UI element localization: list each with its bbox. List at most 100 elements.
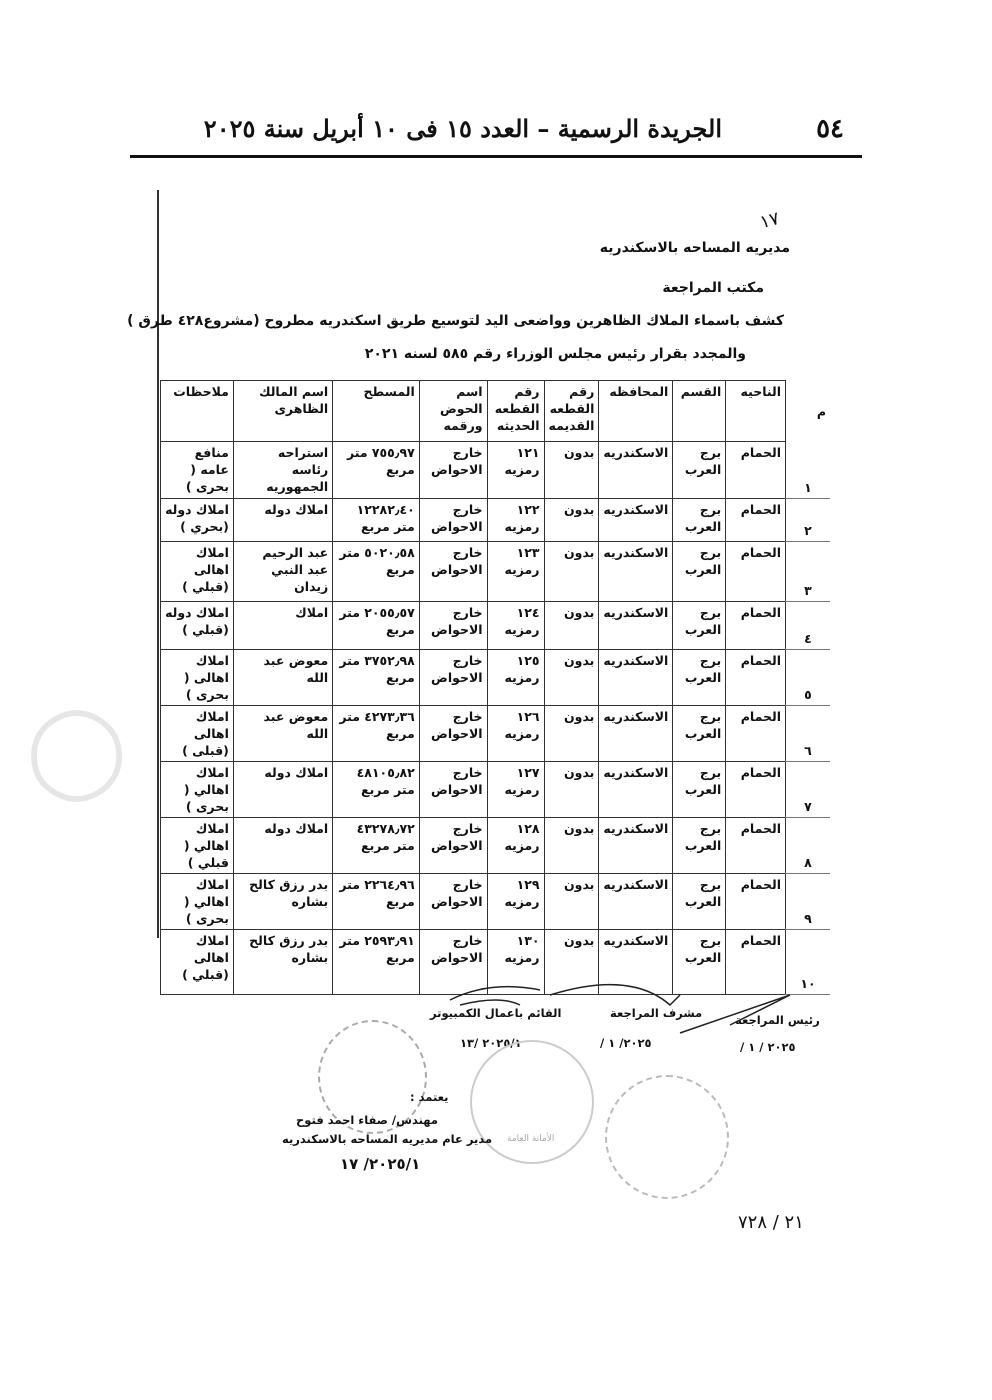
owners-table: م الناحيه القسم المحافظه رقم القطعه القديمه ر… xyxy=(160,380,830,995)
table-cell: الاسكندريه xyxy=(598,761,674,818)
table-cell: معوض عبد الله xyxy=(232,649,334,706)
table-cell: الحمام xyxy=(725,498,786,542)
table-cell: برج العرب xyxy=(672,705,727,762)
column-header: اسم الحوض ورقمه xyxy=(418,380,488,442)
table-cell: املاك اهالي ( بحرى ) xyxy=(160,873,234,930)
table-cell: بدون xyxy=(543,441,600,499)
table-cell: خارج الاحواض xyxy=(418,929,488,995)
table-cell: الاسكندريه xyxy=(598,873,674,930)
page-number: ٥٤ xyxy=(816,114,844,144)
dotted-stamp xyxy=(605,1075,729,1199)
table-cell: الاسكندريه xyxy=(598,705,674,762)
table-cell: ١ xyxy=(785,441,830,499)
table-cell: املاك دوله xyxy=(232,498,334,542)
table-cell: املاك اهالى (قبلى ) xyxy=(160,705,234,762)
table-cell: خارج الاحواض xyxy=(418,649,488,706)
table-cell: املاك دوله xyxy=(232,761,334,818)
supervisor-date: ٢٠٢٥/ ١ / xyxy=(600,1036,652,1050)
stamp-text: الأمانة العامة xyxy=(507,1134,555,1144)
table-cell: ١٢٦ رمزيه xyxy=(486,705,545,762)
table-cell: خارج الاحواض xyxy=(418,705,488,762)
table-cell: بدون xyxy=(543,873,600,930)
signature-supervisor xyxy=(549,983,681,1007)
director-title: مدير عام مديريه المساحه بالاسكندريه xyxy=(282,1132,493,1146)
table-row: ٥ الحمام برج العرب الاسكندريه بدون ١٢٥ رمزيه خ… xyxy=(160,649,830,706)
table-cell: بدون xyxy=(543,541,600,602)
table-cell: بدون xyxy=(543,817,600,874)
table-cell: بدون xyxy=(543,705,600,762)
table-cell: برج العرب xyxy=(672,873,727,930)
table-cell: خارج الاحواض xyxy=(418,498,488,542)
table-cell: الاسكندريه xyxy=(598,541,674,602)
table-row: ٣ الحمام برج العرب الاسكندريه بدون ١٢٣ رمزيه خ… xyxy=(160,541,830,602)
table-cell: برج العرب xyxy=(672,601,727,650)
table-row: ٨ الحمام برج العرب الاسكندريه بدون ١٢٨ رمزيه خ… xyxy=(160,817,830,874)
table-cell: ١٢٥ رمزيه xyxy=(486,649,545,706)
table-cell: الحمام xyxy=(725,873,786,930)
column-header: رقم القطعه الحديثه xyxy=(486,380,545,442)
signature-operator xyxy=(449,985,541,1006)
table-cell: ٣٧٥٢٫٩٨ متر مربع xyxy=(332,649,420,706)
table-cell: ٢٠٥٥٫٥٧ متر مربع xyxy=(332,601,420,650)
table-cell: ٢ xyxy=(785,498,830,542)
table-cell: ٥٠٢٠٫٥٨ متر مربع xyxy=(332,541,420,602)
table-cell: ١٣٠ رمزيه xyxy=(486,929,545,995)
table-cell: ١٢٧ رمزيه xyxy=(486,761,545,818)
table-cell: املاك دوله (قبلي ) xyxy=(160,601,234,650)
table-row: ١ الحمام برج العرب الاسكندريه بدون ١٢١ رمزيه خ… xyxy=(160,441,830,499)
table-header-row: م الناحيه القسم المحافظه رقم القطعه القديمه ر… xyxy=(160,380,831,442)
head-review-label: رئيس المراجعة xyxy=(735,1013,820,1027)
directorate-name: مديريه المساحه بالاسكندريه xyxy=(599,240,790,256)
table-cell: بدون xyxy=(543,929,600,995)
table-cell: ١٢٢ رمزيه xyxy=(486,498,545,542)
director-date: ٢٠٢٥/١/ ١٧ xyxy=(340,1155,421,1173)
column-header: المحافظه xyxy=(598,380,674,442)
table-cell: الحمام xyxy=(725,929,786,995)
table-cell: الاسكندريه xyxy=(598,649,674,706)
table-cell: برج العرب xyxy=(672,498,727,542)
table-cell: املاك اهالي ( قبلي ) xyxy=(160,817,234,874)
table-cell: ٧ xyxy=(785,761,830,818)
office-name: مكتب المراجعة xyxy=(662,280,764,296)
table-cell: بدون xyxy=(543,498,600,542)
table-cell: برج العرب xyxy=(672,541,727,602)
table-cell: استراحه رئاسه الجمهوريه xyxy=(232,441,334,499)
official-seal xyxy=(318,1020,427,1134)
table-cell: خارج الاحواض xyxy=(418,873,488,930)
column-header: المسطح xyxy=(332,380,420,442)
table-cell: خارج الاحواض xyxy=(418,817,488,874)
column-header: م xyxy=(816,403,826,419)
table-row: ٧ الحمام برج العرب الاسكندريه بدون ١٢٧ رمزيه خ… xyxy=(160,761,830,818)
table-row: ٩ الحمام برج العرب الاسكندريه بدون ١٢٩ رمزيه خ… xyxy=(160,873,830,930)
table-cell: ٤٣٢٧٨٫٧٢ متر مربع xyxy=(332,817,420,874)
document-subtitle: والمجدد بقرار رئيس مجلس الوزراء رقم ٥٨٥ … xyxy=(364,346,746,362)
table-cell: الاسكندريه xyxy=(598,498,674,542)
table-cell: ٩ xyxy=(785,873,830,930)
document-title: كشف باسماء الملاك الظاهرين وواضعى اليد ل… xyxy=(127,313,784,329)
table-cell: املاك xyxy=(232,601,334,650)
table-cell: ١٢٢٨٢٫٤٠ متر مربع xyxy=(332,498,420,542)
table-cell: الحمام xyxy=(725,705,786,762)
table-cell: املاك اهالى (قبلي ) xyxy=(160,929,234,995)
supervisor-label: مشرف المراجعة xyxy=(610,1006,703,1020)
table-cell: منافع عامه ( بحرى ) xyxy=(160,441,234,499)
column-header: رقم القطعه القديمه xyxy=(543,380,600,442)
table-cell: خارج الاحواض xyxy=(418,761,488,818)
table-cell: املاك دوله xyxy=(232,817,334,874)
header-rule xyxy=(130,155,862,158)
table-cell: بدون xyxy=(543,761,600,818)
table-cell: ٧٥٥٫٩٧ متر مربع xyxy=(332,441,420,499)
table-cell: بدون xyxy=(543,601,600,650)
table-cell: ٨ xyxy=(785,817,830,874)
table-cell: املاك اهالى (قبلي ) xyxy=(160,541,234,602)
table-row: ٦ الحمام برج العرب الاسكندريه بدون ١٢٦ رمزيه خ… xyxy=(160,705,830,762)
table-cell: ٤ xyxy=(785,601,830,650)
table-cell: بدر رزق كالح بشاره xyxy=(232,873,334,930)
table-row: ١٠ الحمام برج العرب الاسكندريه بدون ١٣٠ رمزيه… xyxy=(160,929,830,995)
table-cell: املاك اهالي ( بحرى ) xyxy=(160,761,234,818)
gazette-title: الجريدة الرسمية – العدد ١٥ فى ١٠ أبريل س… xyxy=(203,114,722,143)
table-row: ٤ الحمام برج العرب الاسكندريه بدون ١٢٤ رمزيه خ… xyxy=(160,601,830,650)
column-header: ملاحظات xyxy=(160,380,234,442)
table-cell: برج العرب xyxy=(672,441,727,499)
table-cell: الحمام xyxy=(725,541,786,602)
